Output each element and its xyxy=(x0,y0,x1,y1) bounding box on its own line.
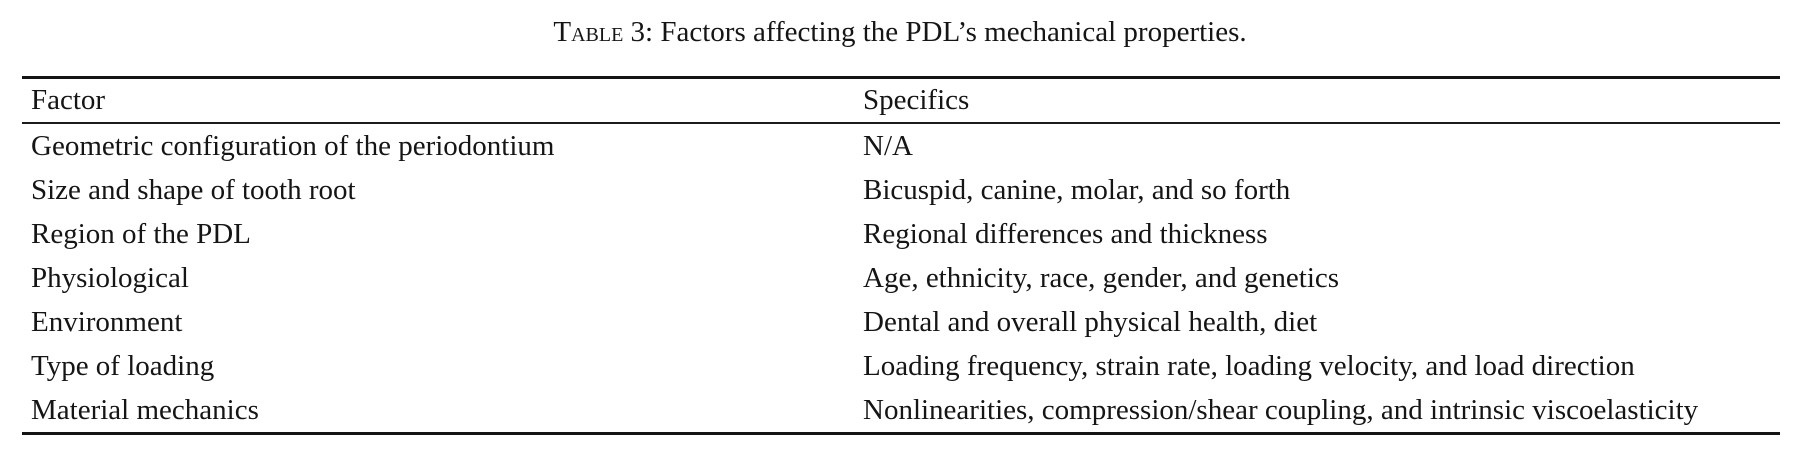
factor-cell: Material mechanics xyxy=(31,393,259,426)
header-row: Factor Specifics xyxy=(22,77,1780,124)
specifics-cell: Bicuspid, canine, molar, and so forth xyxy=(863,173,1291,206)
specifics-cell: Loading frequency, strain rate, loading … xyxy=(863,349,1635,382)
table-row: Size and shape of tooth root Bicuspid, c… xyxy=(22,168,1780,212)
factor-cell: Geometric configuration of the periodont… xyxy=(31,129,555,162)
factors-table: Factor Specifics Geometric configuration… xyxy=(22,76,1780,435)
table-caption-label: Table 3 xyxy=(553,16,646,48)
specifics-cell: Nonlinearities, compression/shear coupli… xyxy=(863,393,1699,426)
table-header: Factor Specifics xyxy=(22,77,1780,124)
table-row: Physiological Age, ethnicity, race, gend… xyxy=(22,256,1780,300)
factor-cell: Region of the PDL xyxy=(31,217,251,250)
table-row: Region of the PDL Regional differences a… xyxy=(22,212,1780,256)
table-row: Geometric configuration of the periodont… xyxy=(22,123,1780,168)
specifics-cell: N/A xyxy=(863,129,913,162)
table-row: Type of loading Loading frequency, strai… xyxy=(22,344,1780,388)
factor-cell: Physiological xyxy=(31,261,189,294)
specifics-cell: Dental and overall physical health, diet xyxy=(863,305,1318,338)
factor-cell: Type of loading xyxy=(31,349,215,382)
table-body: Geometric configuration of the periodont… xyxy=(22,123,1780,434)
table-row: Environment Dental and overall physical … xyxy=(22,300,1780,344)
factor-cell: Environment xyxy=(31,305,183,338)
table-caption-text: : Factors affecting the PDL’s mechanical… xyxy=(645,16,1247,48)
column-header-factor: Factor xyxy=(22,77,863,124)
table-row: Material mechanics Nonlinearities, compr… xyxy=(22,388,1780,434)
table-caption: Table 3: Factors affecting the PDL’s mec… xyxy=(0,14,1800,51)
specifics-cell: Age, ethnicity, race, gender, and geneti… xyxy=(863,261,1340,294)
specifics-cell: Regional differences and thickness xyxy=(863,217,1268,250)
factor-cell: Size and shape of tooth root xyxy=(31,173,356,206)
column-header-specifics: Specifics xyxy=(863,77,1780,124)
